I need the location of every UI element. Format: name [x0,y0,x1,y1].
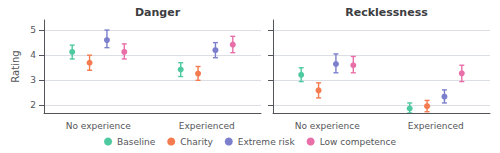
svg-text:Danger: Danger [135,6,181,19]
svg-text:Extreme risk: Extreme risk [238,137,296,147]
svg-text:Rating: Rating [10,50,21,82]
svg-text:2: 2 [30,100,36,110]
svg-text:No experience: No experience [295,121,360,131]
svg-text:Charity: Charity [180,137,213,147]
svg-text:Low competence: Low competence [320,137,397,147]
svg-text:4: 4 [30,50,36,60]
svg-text:Baseline: Baseline [117,137,156,147]
svg-text:3: 3 [30,75,36,85]
svg-text:No experience: No experience [66,121,131,131]
svg-text:5: 5 [30,25,36,35]
svg-text:Experienced: Experienced [179,121,235,131]
svg-text:Recklessness: Recklessness [345,6,428,19]
svg-text:Experienced: Experienced [408,121,464,131]
